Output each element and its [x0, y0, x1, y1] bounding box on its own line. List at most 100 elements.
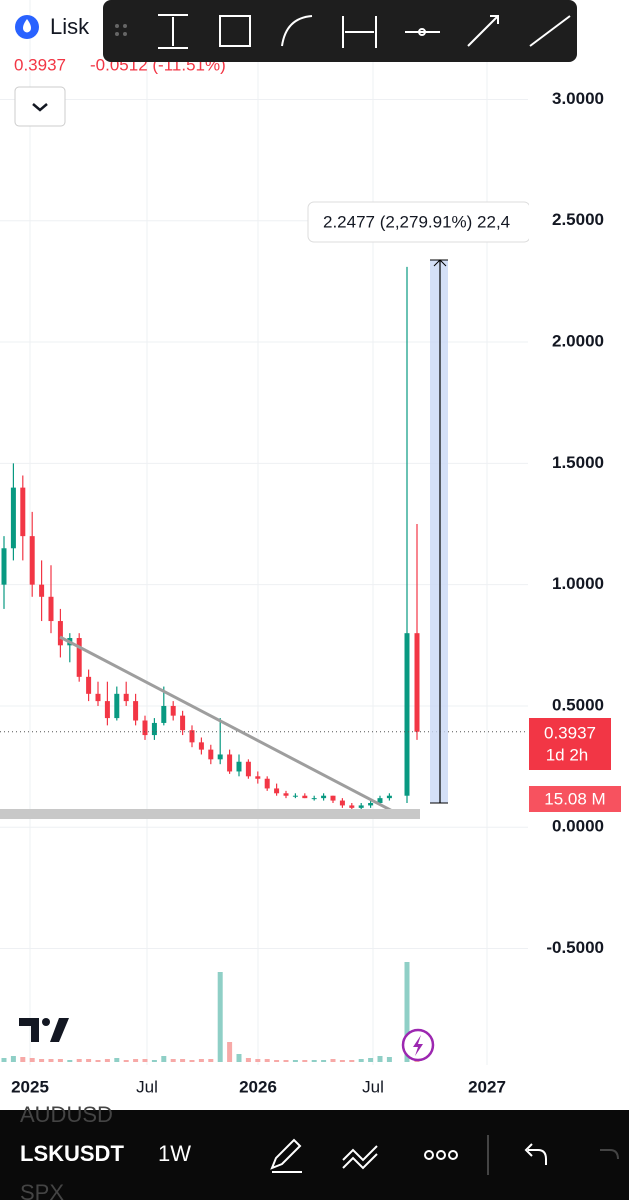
volume-bar — [386, 1057, 392, 1062]
volume-bar — [198, 1059, 204, 1062]
volume-bar — [76, 1059, 82, 1062]
candle-body — [151, 722, 157, 736]
drawing-toolbar — [103, 0, 577, 62]
candle-body — [76, 638, 82, 677]
candle-body — [95, 693, 101, 702]
volume-bar — [368, 1058, 374, 1062]
volume-bar — [302, 1060, 308, 1062]
volume-bar — [208, 1059, 214, 1062]
candle-body — [311, 798, 317, 800]
volume-tag — [529, 786, 621, 812]
tv-logo — [19, 1018, 69, 1042]
tool-rectangle[interactable] — [219, 15, 251, 47]
candle-body — [1, 548, 7, 585]
candle-body — [414, 633, 420, 732]
plot — [0, 266, 528, 1062]
candle-body — [133, 701, 139, 721]
volume-bar — [114, 1058, 120, 1062]
tool-horizontal[interactable] — [405, 28, 440, 36]
x-label: Jul — [362, 1077, 384, 1096]
header-price: 0.3937 — [14, 55, 66, 74]
chevron — [32, 103, 48, 112]
measure-arrow — [433, 259, 447, 267]
volume-bar — [48, 1059, 54, 1062]
x-label: 2026 — [239, 1077, 277, 1096]
candle-body — [20, 487, 26, 537]
redo-button[interactable] — [600, 1149, 619, 1160]
support-zone[interactable] — [0, 809, 420, 819]
y-tick-label: 1.0000 — [552, 574, 604, 593]
candle-body — [404, 633, 410, 796]
x-label: Jul — [136, 1077, 158, 1096]
candle-body — [57, 621, 63, 646]
candle-body — [283, 793, 289, 796]
volume-bar — [274, 1060, 280, 1062]
lightning-icon — [413, 1035, 423, 1056]
candle-body — [255, 776, 261, 779]
volume-bar — [245, 1058, 251, 1062]
collapse-button[interactable] — [14, 86, 66, 127]
volume-bar — [358, 1059, 364, 1062]
volume-bar — [283, 1060, 289, 1062]
tool-path[interactable] — [281, 15, 313, 47]
bottom-bar — [0, 1110, 629, 1200]
more-button[interactable] — [424, 1150, 458, 1160]
x-grid — [29, 0, 488, 1065]
candle-body — [142, 720, 148, 736]
volume-bar — [10, 1056, 16, 1062]
candle-body — [161, 705, 167, 723]
volume-bar — [377, 1056, 383, 1062]
volume-bar — [227, 1042, 233, 1062]
indicators-button[interactable] — [342, 1145, 378, 1170]
measure-range[interactable] — [430, 260, 448, 803]
tool-date-range[interactable] — [342, 16, 377, 48]
candle-body — [180, 715, 186, 731]
candle-body — [358, 805, 364, 808]
volume-bar — [189, 1060, 195, 1062]
candle-body — [377, 798, 383, 803]
trend-line[interactable] — [59, 635, 401, 817]
toolbar-handle — [115, 24, 127, 36]
volume-bar — [95, 1060, 101, 1062]
tool-trend-line[interactable] — [529, 15, 571, 47]
bottom-symbol[interactable]: LSKUSDT — [20, 1141, 124, 1166]
coin-drop — [23, 19, 31, 33]
tool-price-range[interactable] — [158, 14, 188, 49]
undo-button[interactable] — [524, 1143, 547, 1165]
candle-body — [123, 693, 129, 702]
volume-bar — [57, 1059, 63, 1062]
ghost-symbol: AUDUSD — [20, 1102, 113, 1127]
volume-bar — [123, 1060, 129, 1062]
brush-button[interactable] — [270, 1138, 302, 1173]
volume-bar — [339, 1060, 345, 1062]
bottom-interval[interactable]: 1W — [158, 1141, 191, 1166]
candle-body — [386, 795, 392, 799]
x-label: 2027 — [468, 1077, 506, 1096]
volume-bar — [349, 1060, 355, 1062]
volume-bar — [236, 1054, 242, 1062]
y-tick-label: 2.0000 — [552, 332, 604, 351]
y-tick-label: 1.5000 — [552, 453, 604, 472]
candle-body — [114, 693, 120, 719]
candle-body — [170, 705, 176, 716]
tool-arrow[interactable] — [467, 15, 499, 47]
candle-body — [330, 795, 336, 801]
candle-body — [264, 778, 270, 789]
x-label: 2025 — [11, 1077, 49, 1096]
measure-clip — [529, 200, 539, 250]
y-tick-label: 0.0000 — [552, 817, 604, 836]
volume-bar — [104, 1059, 110, 1062]
y-tick-label: 2.5000 — [552, 210, 604, 229]
candle-body — [189, 730, 195, 743]
candle-body — [208, 749, 214, 760]
candle-body — [217, 754, 223, 760]
candle-body — [302, 795, 308, 799]
volume-bar — [86, 1059, 92, 1062]
volume-bar — [180, 1059, 186, 1062]
volume-bar — [404, 962, 410, 1062]
volume-bar — [321, 1060, 327, 1062]
volume-bar — [311, 1060, 317, 1062]
price-tag — [529, 718, 611, 770]
symbol-name[interactable]: Lisk — [50, 14, 90, 39]
